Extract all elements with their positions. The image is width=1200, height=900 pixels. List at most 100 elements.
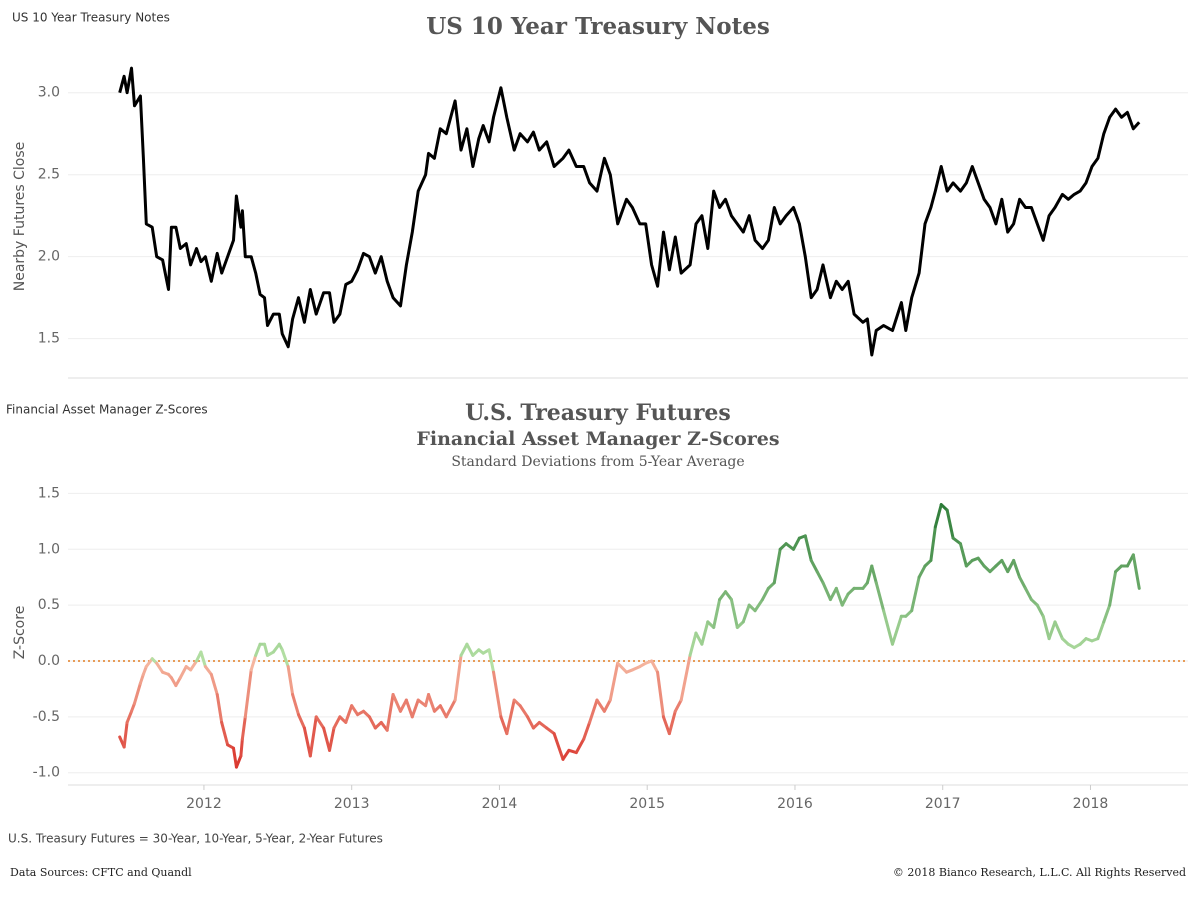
line-segment <box>1018 575 1027 590</box>
line-segment <box>890 614 903 646</box>
line-segment <box>588 698 599 724</box>
line-segment <box>724 590 733 602</box>
line-segment <box>410 698 420 719</box>
line-segment <box>951 536 962 546</box>
line-segment <box>933 503 943 529</box>
line-segment <box>398 698 408 713</box>
line-segment <box>438 704 448 719</box>
x-tick-label: 2017 <box>925 796 961 812</box>
line-segment <box>254 642 262 657</box>
x-tick-label: 2014 <box>482 796 518 812</box>
chart-subtitle: Financial Asset Manager Z-Scores <box>416 428 779 450</box>
line-segment <box>656 670 665 719</box>
line-segment <box>404 698 414 719</box>
line-segment <box>308 715 318 758</box>
line-segment <box>874 581 886 613</box>
line-segment <box>561 748 571 761</box>
line-segment <box>791 536 801 551</box>
copyright: © 2018 Bianco Research, L.L.C. All Right… <box>893 866 1186 879</box>
line-segment <box>910 575 921 613</box>
line-segment <box>772 547 782 585</box>
line-segment <box>917 564 927 579</box>
line-segment <box>444 698 457 719</box>
line-segment <box>215 693 224 724</box>
line-segment <box>1023 586 1033 602</box>
line-segment <box>286 665 295 697</box>
line-segment <box>385 693 395 732</box>
line-segment <box>1006 558 1016 574</box>
sheet-label: US 10 Year Treasury Notes <box>12 11 170 25</box>
line-segment <box>249 653 258 672</box>
line-segment <box>753 598 764 613</box>
line-segment <box>239 737 244 758</box>
line-segment <box>322 726 332 752</box>
line-segment <box>291 693 301 717</box>
line-segment <box>688 631 698 657</box>
line-segment <box>220 720 230 747</box>
line-segment <box>1102 603 1112 624</box>
line-segment <box>122 720 129 749</box>
line-segment <box>427 693 436 713</box>
line-segment <box>1041 614 1051 641</box>
line-segment <box>332 715 342 730</box>
line-segment <box>526 715 535 730</box>
line-segment <box>718 590 728 602</box>
line-segment <box>815 570 825 585</box>
footnote: U.S. Treasury Futures = 30-Year, 10-Year… <box>8 832 383 846</box>
line-segment <box>595 698 606 713</box>
line-segment <box>803 534 813 562</box>
line-segment <box>231 746 238 769</box>
x-tick-label: 2012 <box>186 796 222 812</box>
line-segment <box>487 648 496 674</box>
line-segment <box>729 598 739 629</box>
line-segment <box>465 642 475 657</box>
chart-title: U.S. Treasury Futures <box>465 400 731 426</box>
line-segment <box>138 672 145 685</box>
y-tick-label: 1.5 <box>38 331 60 347</box>
y-axis-label: Nearby Futures Close <box>12 142 28 292</box>
line-segment <box>667 709 677 736</box>
line-segment <box>882 609 894 646</box>
line-segment <box>840 592 850 607</box>
y-tick-label: 3.0 <box>38 85 60 101</box>
line-segment <box>834 586 844 607</box>
line-segment <box>552 732 565 761</box>
line-segment <box>712 598 722 629</box>
line-segment <box>1096 620 1106 641</box>
x-tick-label: 2013 <box>334 796 370 812</box>
sheet-label: Financial Asset Manager Z-Scores <box>6 403 208 417</box>
y-tick-label: 2.0 <box>38 249 60 265</box>
line-segment <box>367 715 377 730</box>
line <box>118 66 1141 357</box>
line-segment <box>1047 620 1057 641</box>
line-segment <box>537 720 549 730</box>
line-segment <box>582 720 592 741</box>
line-segment <box>976 556 986 568</box>
chart-subtitle: Standard Deviations from 5-Year Average <box>451 454 744 470</box>
line-segment <box>602 698 612 713</box>
line-segment <box>391 693 402 713</box>
line-segment <box>314 715 326 730</box>
line-segment <box>608 661 620 702</box>
line-segment <box>929 525 937 562</box>
line-segment <box>1000 558 1010 574</box>
line-segment <box>302 726 312 758</box>
line-segment <box>459 642 469 657</box>
sources: Data Sources: CFTC and Quandl <box>10 866 192 879</box>
line-segment <box>243 668 253 719</box>
line-segment <box>203 665 213 676</box>
line-segment <box>784 542 795 551</box>
line-segment <box>350 704 360 717</box>
line-segment <box>132 681 142 705</box>
line-segment <box>209 672 219 697</box>
line-segment <box>453 653 463 702</box>
line-segment <box>700 620 710 646</box>
line-segment <box>505 698 516 736</box>
line-segment <box>1053 620 1064 641</box>
line-segment <box>328 726 336 752</box>
line-segment <box>144 657 154 669</box>
line-segment <box>1035 603 1045 618</box>
line-segment <box>240 715 247 741</box>
y-tick-label: -1.0 <box>33 765 60 781</box>
